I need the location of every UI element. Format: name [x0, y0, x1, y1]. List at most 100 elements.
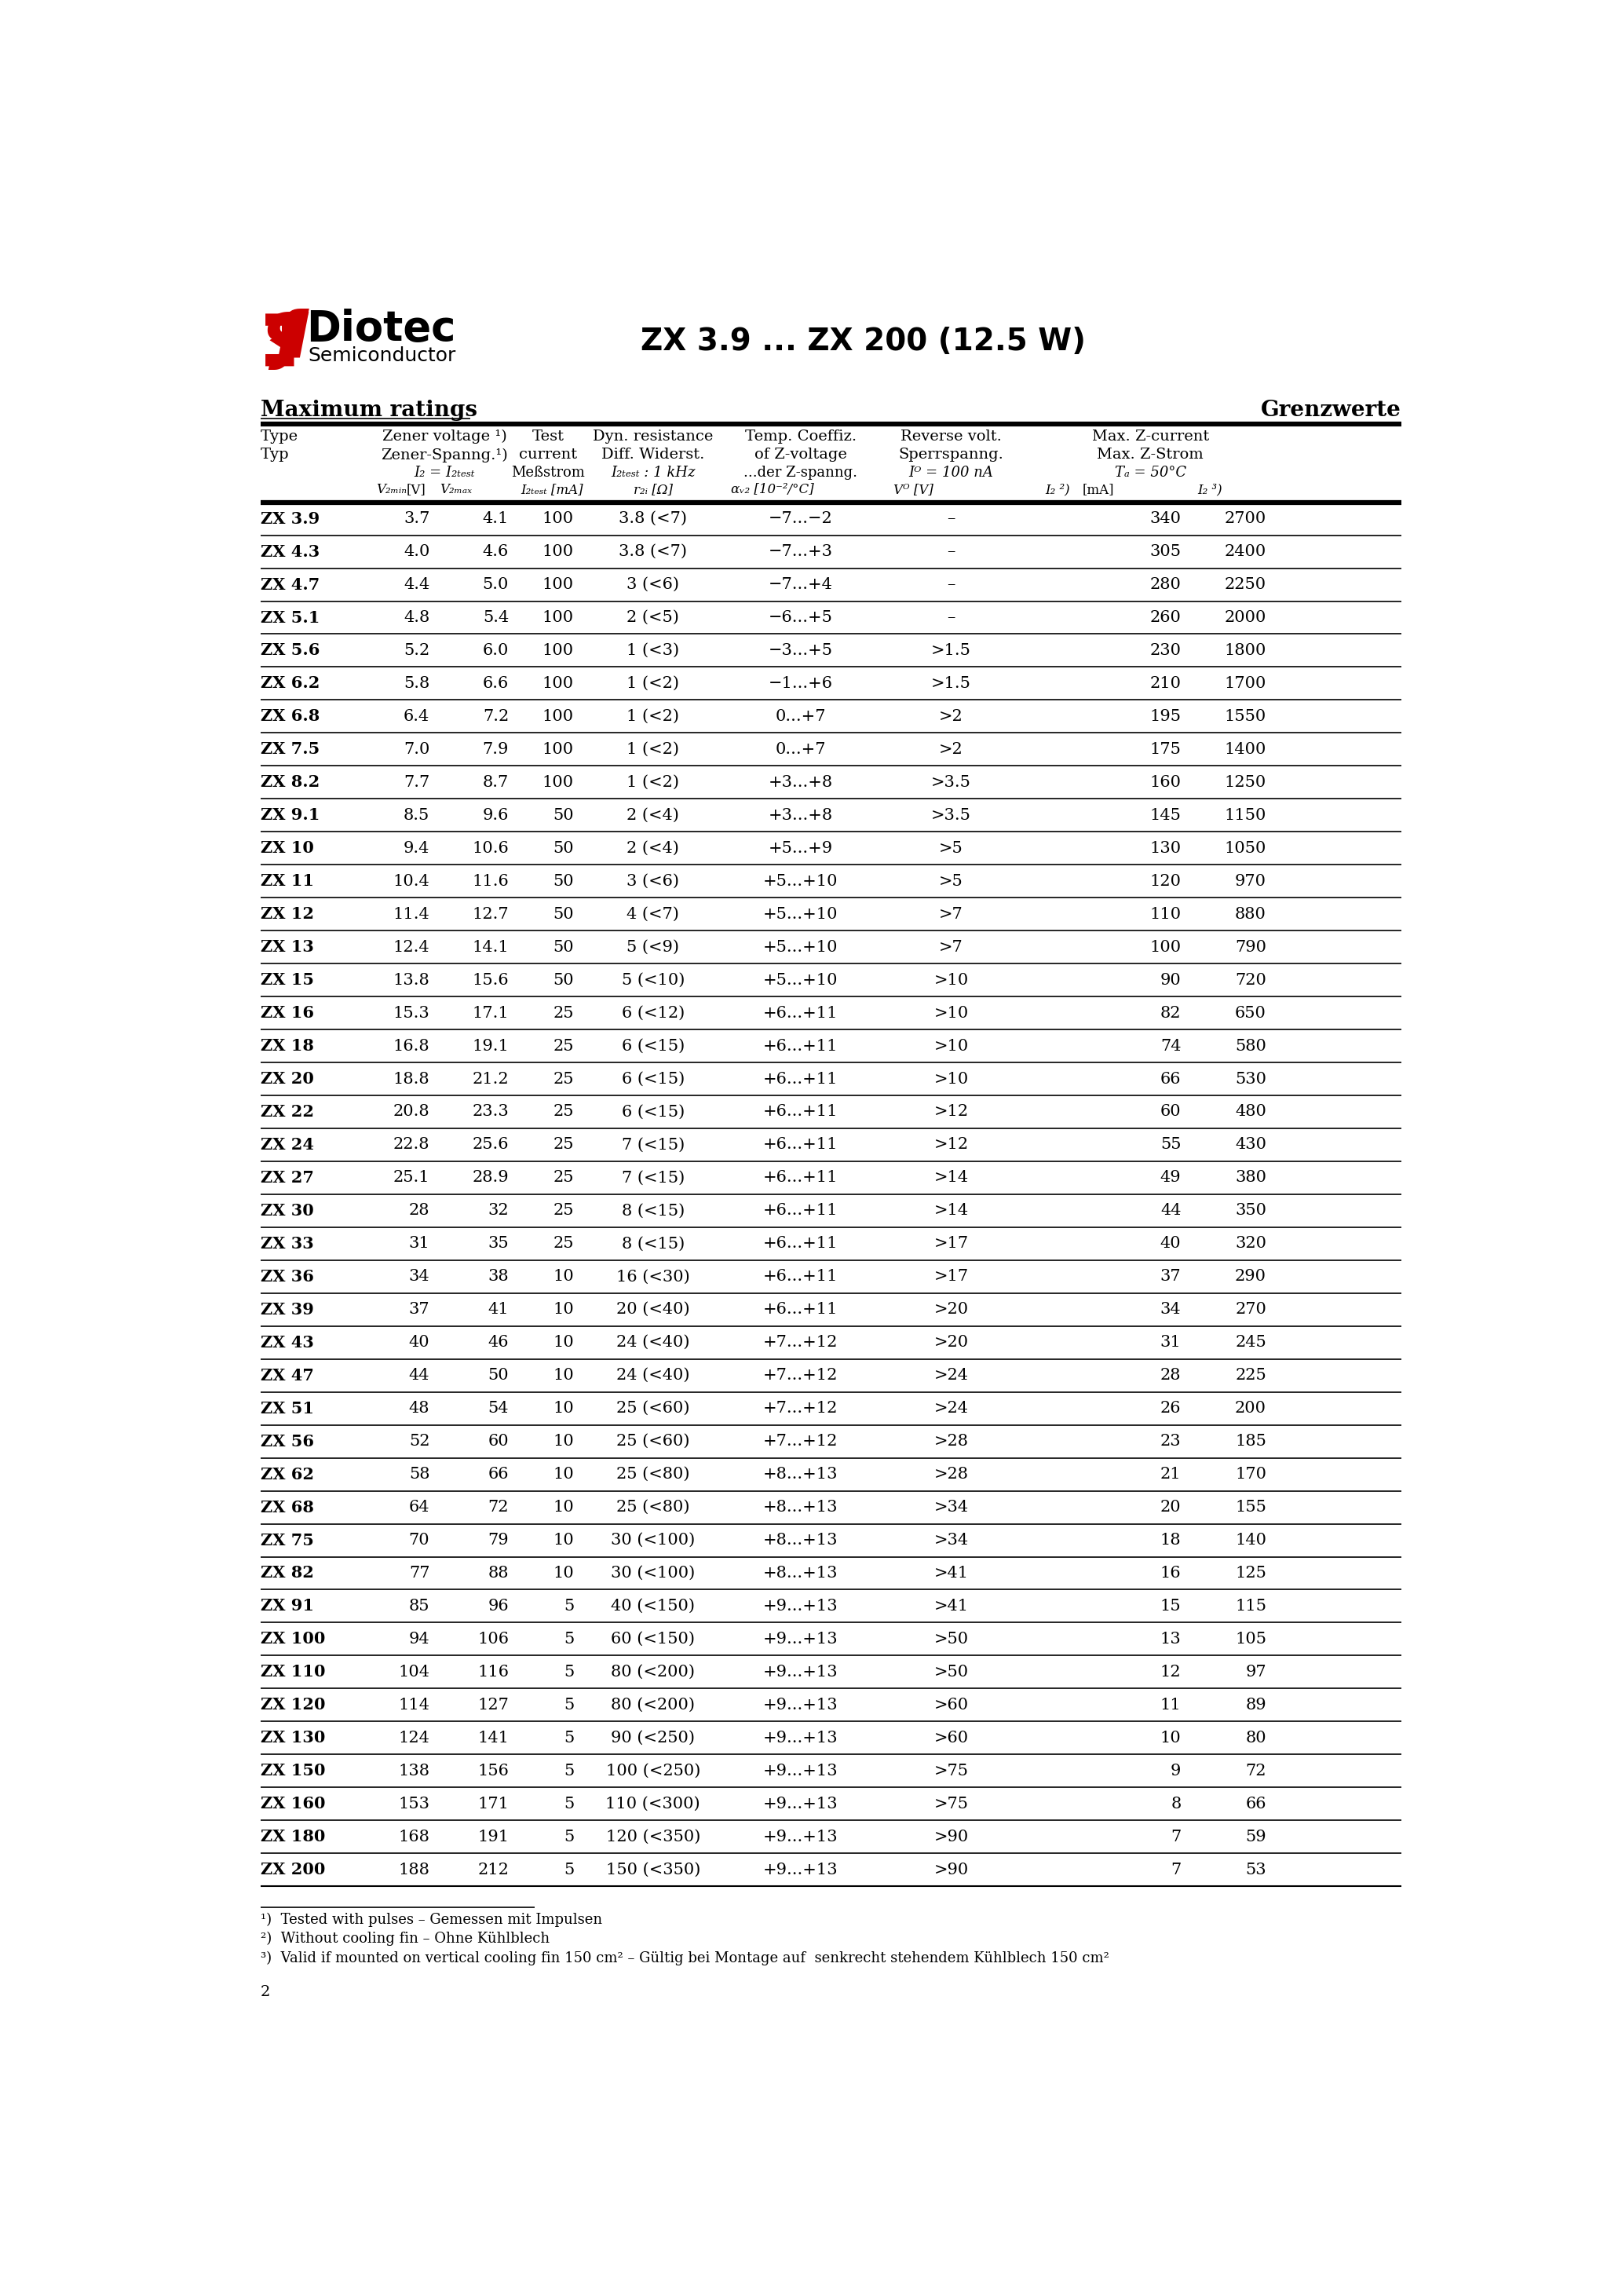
- Text: >3.5: >3.5: [931, 808, 972, 822]
- Text: 5 (<9): 5 (<9): [626, 939, 680, 955]
- Text: 25: 25: [553, 1203, 574, 1219]
- Text: +8...+13: +8...+13: [762, 1566, 839, 1580]
- Text: 7.2: 7.2: [483, 709, 509, 723]
- Text: ZX 51: ZX 51: [261, 1401, 315, 1417]
- Text: 1550: 1550: [1225, 709, 1267, 723]
- Text: 280: 280: [1150, 576, 1181, 592]
- Text: ZX 27: ZX 27: [261, 1171, 313, 1185]
- Polygon shape: [266, 315, 294, 367]
- Text: ZX 3.9 ... ZX 200 (12.5 W): ZX 3.9 ... ZX 200 (12.5 W): [641, 326, 1087, 356]
- Text: 0...+7: 0...+7: [775, 742, 826, 758]
- Text: 25 (<80): 25 (<80): [616, 1467, 689, 1481]
- Text: +9...+13: +9...+13: [762, 1665, 839, 1678]
- Text: +9...+13: +9...+13: [762, 1862, 839, 1878]
- Text: 1 (<2): 1 (<2): [626, 675, 680, 691]
- Text: 26: 26: [1160, 1401, 1181, 1417]
- Text: 104: 104: [399, 1665, 430, 1678]
- Text: 1050: 1050: [1225, 840, 1267, 856]
- Text: I₂ ³): I₂ ³): [1197, 482, 1223, 496]
- Text: 28: 28: [1160, 1368, 1181, 1382]
- Text: 59: 59: [1246, 1830, 1267, 1844]
- Text: +9...+13: +9...+13: [762, 1598, 839, 1614]
- Text: 34: 34: [409, 1270, 430, 1283]
- Text: 4.0: 4.0: [404, 544, 430, 560]
- Text: 106: 106: [477, 1632, 509, 1646]
- Text: 22.8: 22.8: [393, 1137, 430, 1153]
- Text: 185: 185: [1234, 1435, 1267, 1449]
- Text: 100: 100: [542, 742, 574, 758]
- Text: 5.4: 5.4: [483, 611, 509, 625]
- Text: Vᴼ [V]: Vᴼ [V]: [894, 482, 933, 496]
- Text: 49: 49: [1160, 1171, 1181, 1185]
- Text: 25 (<80): 25 (<80): [616, 1499, 689, 1515]
- Text: ZX 4.3: ZX 4.3: [261, 544, 320, 560]
- Text: +6...+11: +6...+11: [762, 1038, 839, 1054]
- Text: 100: 100: [542, 512, 574, 526]
- Text: 10: 10: [553, 1566, 574, 1580]
- Text: >5: >5: [939, 875, 963, 889]
- Text: 80 (<200): 80 (<200): [611, 1697, 694, 1713]
- Text: ZX 75: ZX 75: [261, 1531, 313, 1548]
- Text: >90: >90: [934, 1830, 968, 1844]
- Text: 52: 52: [409, 1435, 430, 1449]
- Text: 650: 650: [1234, 1006, 1267, 1019]
- Text: +6...+11: +6...+11: [762, 1302, 839, 1318]
- Text: 11.6: 11.6: [472, 875, 509, 889]
- Text: ZX 150: ZX 150: [261, 1763, 326, 1779]
- Text: 4 (<7): 4 (<7): [626, 907, 680, 921]
- Text: 5: 5: [563, 1763, 574, 1779]
- Text: 100 (<250): 100 (<250): [605, 1763, 701, 1779]
- Text: 175: 175: [1150, 742, 1181, 758]
- Text: +9...+13: +9...+13: [762, 1731, 839, 1745]
- Text: 7 (<15): 7 (<15): [621, 1171, 684, 1185]
- Text: +6...+11: +6...+11: [762, 1270, 839, 1283]
- Text: 24 (<40): 24 (<40): [616, 1334, 689, 1350]
- Text: Test: Test: [532, 429, 564, 443]
- Text: 3 (<6): 3 (<6): [626, 576, 680, 592]
- Text: ZX 120: ZX 120: [261, 1697, 326, 1713]
- Text: 8: 8: [1171, 1795, 1181, 1812]
- Text: −6...+5: −6...+5: [769, 611, 832, 625]
- Text: 25 (<60): 25 (<60): [616, 1401, 689, 1417]
- Text: 25: 25: [553, 1171, 574, 1185]
- Text: 5: 5: [563, 1697, 574, 1713]
- Text: 6 (<12): 6 (<12): [621, 1006, 684, 1019]
- Text: 12: 12: [1160, 1665, 1181, 1678]
- Text: >1.5: >1.5: [931, 643, 972, 659]
- Text: 2400: 2400: [1225, 544, 1267, 560]
- Text: 8 (<15): 8 (<15): [621, 1235, 684, 1251]
- Text: ZX 22: ZX 22: [261, 1104, 315, 1120]
- Text: −1...+6: −1...+6: [769, 675, 832, 691]
- Text: 25: 25: [553, 1006, 574, 1019]
- Text: +6...+11: +6...+11: [762, 1137, 839, 1153]
- Text: 120 (<350): 120 (<350): [605, 1830, 701, 1844]
- Text: ZX 82: ZX 82: [261, 1566, 313, 1582]
- Text: 10: 10: [553, 1534, 574, 1548]
- Text: >14: >14: [934, 1171, 968, 1185]
- Text: 50: 50: [553, 808, 574, 822]
- Text: 88: 88: [488, 1566, 509, 1580]
- Text: 1 (<2): 1 (<2): [626, 742, 680, 758]
- Text: I₂ = I₂ₜₑₛₜ: I₂ = I₂ₜₑₛₜ: [414, 466, 475, 480]
- Text: Meßstrom: Meßstrom: [511, 466, 586, 480]
- Text: 9.4: 9.4: [404, 840, 430, 856]
- Text: r₂ᵢ [Ω]: r₂ᵢ [Ω]: [633, 482, 673, 496]
- Text: 64: 64: [409, 1499, 430, 1515]
- Text: 25: 25: [553, 1072, 574, 1086]
- Text: +7...+12: +7...+12: [762, 1368, 839, 1382]
- Text: current: current: [519, 448, 577, 461]
- Text: ZX 6.8: ZX 6.8: [261, 709, 320, 723]
- Text: Dyn. resistance: Dyn. resistance: [592, 429, 714, 443]
- Text: ZX 5.6: ZX 5.6: [261, 643, 320, 659]
- Text: 140: 140: [1234, 1534, 1267, 1548]
- Text: 120: 120: [1150, 875, 1181, 889]
- Text: ZX 12: ZX 12: [261, 907, 315, 923]
- Text: 970: 970: [1234, 875, 1267, 889]
- Text: 1400: 1400: [1225, 742, 1267, 758]
- Text: 25: 25: [553, 1235, 574, 1251]
- Text: 25: 25: [553, 1137, 574, 1153]
- Text: 530: 530: [1234, 1072, 1267, 1086]
- Text: 127: 127: [477, 1697, 509, 1713]
- Text: 10: 10: [1160, 1731, 1181, 1745]
- Text: 1800: 1800: [1225, 643, 1267, 659]
